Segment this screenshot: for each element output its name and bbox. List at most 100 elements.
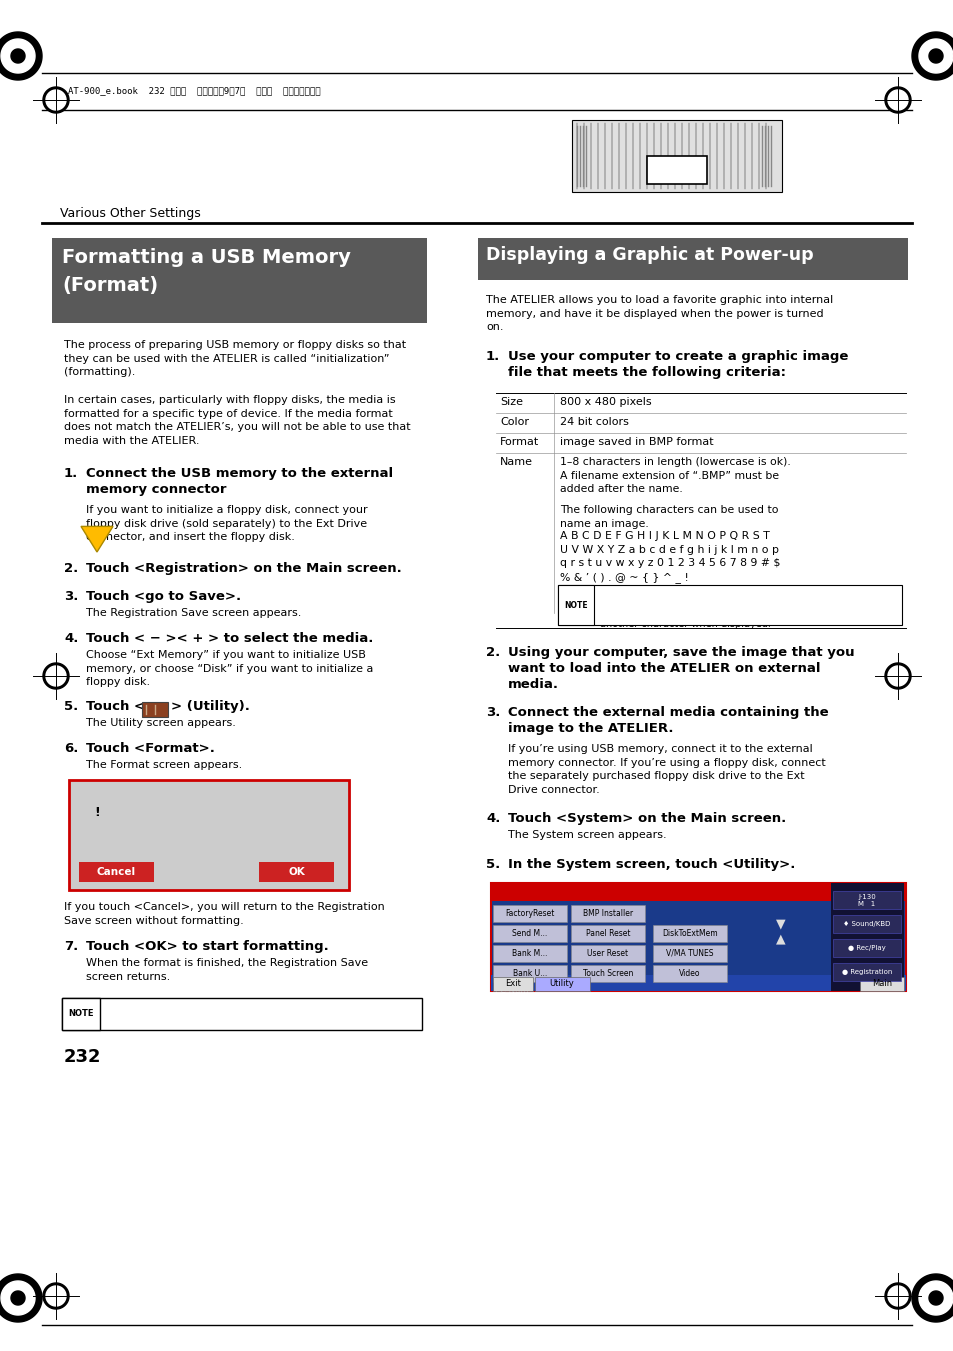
Bar xyxy=(491,884,905,901)
Bar xyxy=(142,703,168,717)
Text: Touch < − >< + > to select the media.: Touch < − >< + > to select the media. xyxy=(86,632,373,644)
Polygon shape xyxy=(43,663,69,689)
Polygon shape xyxy=(0,32,42,80)
Bar xyxy=(832,915,900,934)
Text: Touch <Registration> on the Main screen.: Touch <Registration> on the Main screen. xyxy=(86,562,401,576)
Bar xyxy=(830,884,903,992)
Polygon shape xyxy=(887,91,907,109)
Bar xyxy=(558,585,594,626)
Text: If you want to initialize a floppy disk, connect your
floppy disk drive (sold se: If you want to initialize a floppy disk,… xyxy=(86,505,367,542)
Text: (Format): (Format) xyxy=(62,276,158,295)
Text: A B C D E F G H I J K L M N O P Q R S T
U V W X Y Z a b c d e f g h i j k l m n : A B C D E F G H I J K L M N O P Q R S T … xyxy=(559,531,780,582)
Polygon shape xyxy=(928,1292,942,1305)
Text: The Format screen appears.: The Format screen appears. xyxy=(86,761,242,770)
Text: Utility: Utility xyxy=(549,979,574,989)
Text: In certain cases, particularly with floppy disks, the media is
formatted for a s: In certain cases, particularly with flop… xyxy=(64,394,410,446)
Text: 800 x 480 pixels: 800 x 480 pixels xyxy=(559,397,651,407)
Text: Send M...: Send M... xyxy=(512,928,547,938)
Text: 7.: 7. xyxy=(64,940,78,952)
Text: Use your computer to create a graphic image
file that meets the following criter: Use your computer to create a graphic im… xyxy=(507,350,847,380)
Text: If you touch <Cancel>, you will return to the Registration
Save screen without f: If you touch <Cancel>, you will return t… xyxy=(64,902,384,925)
Text: Format  OK?: Format OK? xyxy=(121,808,197,821)
Bar xyxy=(652,925,726,942)
Text: V/MA TUNES: V/MA TUNES xyxy=(665,948,713,958)
Text: PC Num: PC Num xyxy=(495,986,528,994)
Text: 232: 232 xyxy=(64,1048,101,1066)
Text: The Registration Save screen appears.: The Registration Save screen appears. xyxy=(86,608,301,617)
Polygon shape xyxy=(46,1286,66,1306)
Bar xyxy=(491,975,905,992)
Text: Name: Name xyxy=(499,457,533,467)
Bar xyxy=(652,965,726,982)
Text: ♦ Sound/KBD: ♦ Sound/KBD xyxy=(842,921,890,927)
Bar xyxy=(477,238,907,280)
Text: The System screen appears.: The System screen appears. xyxy=(507,830,666,840)
Text: 4.: 4. xyxy=(485,812,500,825)
Bar xyxy=(62,998,421,1029)
Text: If you use a character that cannot be
used in a name, it will be replaced by
ano: If you use a character that cannot be us… xyxy=(599,593,783,628)
Text: Touch Screen: Touch Screen xyxy=(582,969,633,978)
Text: AT-900_e.book  232 ページ  ２００７年9月7日  金曜日  午前８時４３分: AT-900_e.book 232 ページ ２００７年9月7日 金曜日 午前８時… xyxy=(68,86,320,96)
Text: Panel Reset: Panel Reset xyxy=(585,928,630,938)
Text: NOTE: NOTE xyxy=(69,1009,93,1019)
Text: 6.: 6. xyxy=(64,742,78,755)
Text: DiskToExtMem: DiskToExtMem xyxy=(661,928,717,938)
Polygon shape xyxy=(887,1286,907,1306)
Text: ⊕: ⊕ xyxy=(51,86,61,96)
Polygon shape xyxy=(0,1274,42,1323)
Bar xyxy=(491,884,905,992)
Text: 1.: 1. xyxy=(485,350,499,363)
Text: Touch <Format>.: Touch <Format>. xyxy=(86,742,214,755)
Text: Various Other Settings: Various Other Settings xyxy=(60,207,200,220)
Bar xyxy=(493,944,566,962)
Text: Bank M...: Bank M... xyxy=(512,948,547,958)
Text: ● Rec/Play: ● Rec/Play xyxy=(847,944,885,951)
Text: Touch <go to Save>.: Touch <go to Save>. xyxy=(86,590,241,603)
Text: ▼: ▼ xyxy=(775,917,785,929)
Text: 3.: 3. xyxy=(64,590,78,603)
Text: BMP Installer: BMP Installer xyxy=(582,908,633,917)
Text: Format: Format xyxy=(499,436,538,447)
Text: 2.: 2. xyxy=(485,646,499,659)
Text: 24 bit colors: 24 bit colors xyxy=(559,417,628,427)
Text: Using your computer, save the image that you
want to load into the ATELIER on ex: Using your computer, save the image that… xyxy=(507,646,854,690)
Polygon shape xyxy=(43,86,69,113)
Polygon shape xyxy=(43,1283,69,1309)
Text: Size: Size xyxy=(499,397,522,407)
Text: The process of preparing USB memory or floppy disks so that
they can be used wit: The process of preparing USB memory or f… xyxy=(64,340,406,377)
Bar xyxy=(572,120,781,192)
Text: Connect the USB memory to the external
memory connector: Connect the USB memory to the external m… xyxy=(86,467,393,496)
Text: 1–8 characters in length (lowercase is ok).
A filename extension of “.BMP” must : 1–8 characters in length (lowercase is o… xyxy=(559,457,790,494)
Text: 2.: 2. xyxy=(64,562,78,576)
Polygon shape xyxy=(46,666,66,686)
Text: ● Registration: ● Registration xyxy=(841,969,891,975)
Text: Never attempt to remove the USB memory until formatting is
complete.: Never attempt to remove the USB memory u… xyxy=(106,1005,407,1028)
Text: The ATELIER allows you to load a favorite graphic into internal
memory, and have: The ATELIER allows you to load a favorit… xyxy=(485,295,832,332)
Bar xyxy=(493,905,566,921)
Text: Choose “Ext Memory” if you want to initialize USB
memory, or choose “Disk” if yo: Choose “Ext Memory” if you want to initi… xyxy=(86,650,373,688)
Bar xyxy=(535,977,589,992)
Polygon shape xyxy=(884,663,910,689)
Bar xyxy=(493,965,566,982)
Text: image saved in BMP format: image saved in BMP format xyxy=(559,436,713,447)
Bar xyxy=(52,238,427,323)
Bar xyxy=(62,998,100,1029)
Bar xyxy=(571,944,644,962)
Bar xyxy=(646,155,706,184)
Text: 1.: 1. xyxy=(64,467,78,480)
Text: Connect the external media containing the
image to the ATELIER.: Connect the external media containing th… xyxy=(507,707,828,735)
Polygon shape xyxy=(46,91,66,109)
Text: FactoryReset: FactoryReset xyxy=(505,908,554,917)
Polygon shape xyxy=(911,32,953,80)
Text: The following characters can be used to
name an image.: The following characters can be used to … xyxy=(559,505,778,528)
Text: > (Utility).: > (Utility). xyxy=(171,700,250,713)
Bar xyxy=(652,944,726,962)
Bar xyxy=(493,925,566,942)
Text: If you’re using USB memory, connect it to the external
memory connector. If you’: If you’re using USB memory, connect it t… xyxy=(507,744,825,794)
Bar xyxy=(832,963,900,981)
Polygon shape xyxy=(884,86,910,113)
Text: 5.: 5. xyxy=(485,858,499,871)
Polygon shape xyxy=(884,1283,910,1309)
Text: User Reset: User Reset xyxy=(587,948,628,958)
Text: Bank U...: Bank U... xyxy=(513,969,547,978)
